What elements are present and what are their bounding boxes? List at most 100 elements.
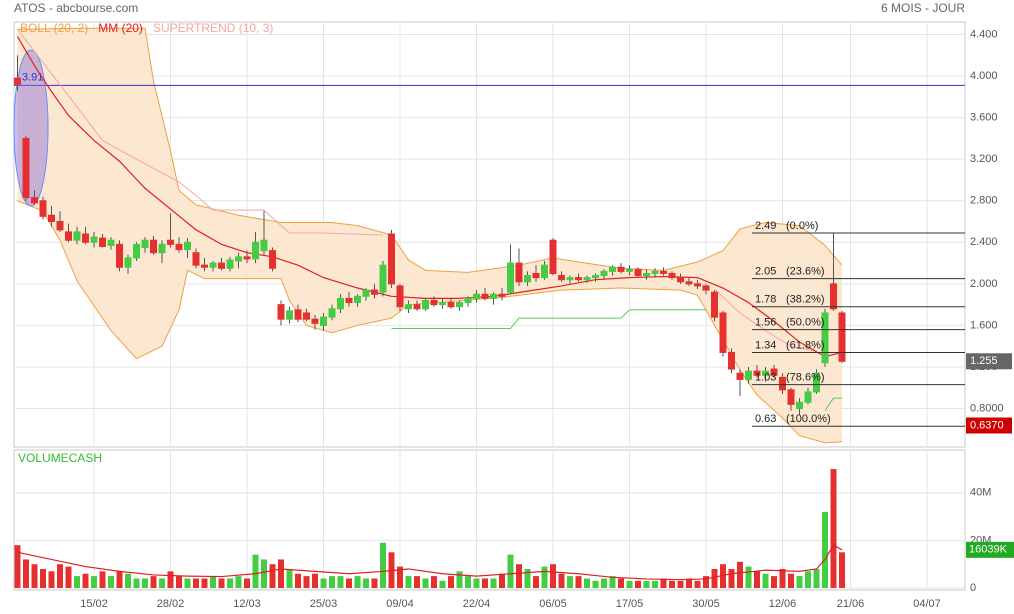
candle-body xyxy=(252,241,259,260)
candle-body xyxy=(184,241,191,251)
volume-ma-line xyxy=(17,544,843,581)
candle-body xyxy=(150,239,157,254)
volume-bar xyxy=(218,578,225,588)
legend-item: BOLL (20, 2) xyxy=(20,21,88,35)
volume-bar xyxy=(431,576,437,588)
low-price-label: 0.6370 xyxy=(970,419,1004,431)
y-tick-label: 1.600 xyxy=(970,319,998,331)
candle-body xyxy=(634,268,642,277)
candle-body xyxy=(583,277,591,281)
volume-bar xyxy=(720,564,726,588)
legend-item: SUPERTREND (10, 3) xyxy=(153,21,273,35)
x-tick-label: 12/06 xyxy=(769,598,797,610)
volume-tick-label: 40M xyxy=(970,487,991,499)
candle-body xyxy=(133,243,140,259)
x-tick-label: 17/05 xyxy=(616,598,644,610)
volume-bar xyxy=(745,566,752,588)
candle-body xyxy=(490,293,497,299)
x-tick-label: 15/02 xyxy=(80,598,108,610)
volume-bar xyxy=(830,469,837,588)
period: 6 MOIS - JOUR xyxy=(881,1,965,15)
ma-line xyxy=(16,36,843,358)
x-tick-label: 09/04 xyxy=(386,598,414,610)
candle-body xyxy=(736,372,744,380)
candle-body xyxy=(813,372,820,393)
candle-body xyxy=(660,270,667,274)
volume-bar xyxy=(235,576,242,588)
volume-bar xyxy=(99,571,106,588)
volume-bar xyxy=(516,564,522,588)
volume-bar xyxy=(703,576,709,588)
candle-body xyxy=(507,262,514,293)
volume-bar xyxy=(133,578,140,588)
volume-bar xyxy=(414,576,420,588)
candle-body xyxy=(651,270,659,274)
candle-body xyxy=(770,368,778,376)
band-fill xyxy=(17,28,842,443)
candle-body xyxy=(541,264,548,279)
candle-body xyxy=(337,297,344,310)
candle-body xyxy=(269,250,276,269)
candle-body xyxy=(643,272,650,277)
volume-bar xyxy=(652,580,658,588)
candle-body xyxy=(345,297,353,304)
volume-bar xyxy=(23,559,29,588)
candle-body xyxy=(617,266,625,272)
candle-body xyxy=(575,277,582,281)
candle-body xyxy=(694,283,701,287)
supertrend-line xyxy=(824,397,842,411)
volume-bar xyxy=(201,578,208,588)
candle-body xyxy=(796,401,803,410)
candle-body xyxy=(481,293,489,299)
volume-bar xyxy=(490,578,497,588)
candle-body xyxy=(226,259,234,269)
candle-body xyxy=(719,312,727,353)
volume-bar xyxy=(465,576,471,588)
candle-body xyxy=(396,285,404,308)
volume-bar xyxy=(337,576,344,588)
x-tick-label: 12/03 xyxy=(233,598,261,610)
volume-ma-label: 16039K xyxy=(969,544,1008,556)
candle-body xyxy=(286,310,293,320)
volume-bar xyxy=(48,571,55,588)
candle-body xyxy=(209,262,217,268)
candle-body xyxy=(175,243,183,251)
volume-bar xyxy=(184,578,191,588)
volume-bar xyxy=(91,576,97,588)
volume-bar xyxy=(626,580,633,588)
volume-bar xyxy=(558,573,565,588)
candle-body xyxy=(430,299,438,306)
volume-bar xyxy=(499,573,505,588)
candle-body xyxy=(447,302,455,308)
y-tick-label: 3.600 xyxy=(970,112,998,124)
supertrend-line xyxy=(17,28,384,236)
candle-body xyxy=(422,299,429,310)
volume-bar xyxy=(686,578,692,588)
volume-bar xyxy=(329,576,335,588)
volume-bar xyxy=(482,578,488,588)
x-tick-label: 28/02 xyxy=(157,598,185,610)
x-tick-label: 06/05 xyxy=(539,598,567,610)
chart-title: ATOS - abcbourse.com xyxy=(14,1,138,15)
volume-bar xyxy=(796,576,803,588)
volume-bar xyxy=(533,576,539,588)
fib-value: 1.34 xyxy=(755,339,776,351)
volume-bar xyxy=(286,568,293,588)
fib-label: (50.0%) xyxy=(786,316,825,328)
fib-value: 2.05 xyxy=(755,266,776,278)
candle-body xyxy=(405,304,412,310)
low-price-box xyxy=(966,417,1012,434)
volume-bar xyxy=(193,578,199,588)
volume-bar xyxy=(473,578,480,588)
volume-bar xyxy=(167,571,174,588)
volume-bar xyxy=(813,568,820,588)
candle-body xyxy=(515,262,523,283)
volume-bar xyxy=(788,573,794,588)
candle-body xyxy=(31,197,38,204)
candle-body xyxy=(14,77,21,85)
candle-body xyxy=(320,316,327,326)
candle-body xyxy=(728,351,735,370)
candle-body xyxy=(379,264,387,293)
